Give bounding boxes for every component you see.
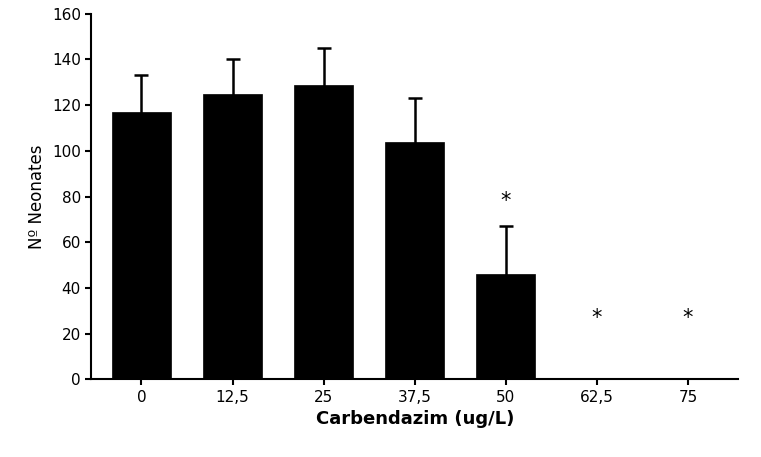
Bar <box>112 112 171 379</box>
Bar <box>476 274 536 379</box>
Text: *: * <box>683 308 693 328</box>
Bar <box>294 85 353 379</box>
Bar <box>203 94 262 379</box>
Bar <box>385 142 444 379</box>
X-axis label: Carbendazim (ug/L): Carbendazim (ug/L) <box>316 410 514 428</box>
Text: *: * <box>501 191 511 211</box>
Y-axis label: Nº Neonates: Nº Neonates <box>28 144 46 249</box>
Text: *: * <box>592 308 602 328</box>
